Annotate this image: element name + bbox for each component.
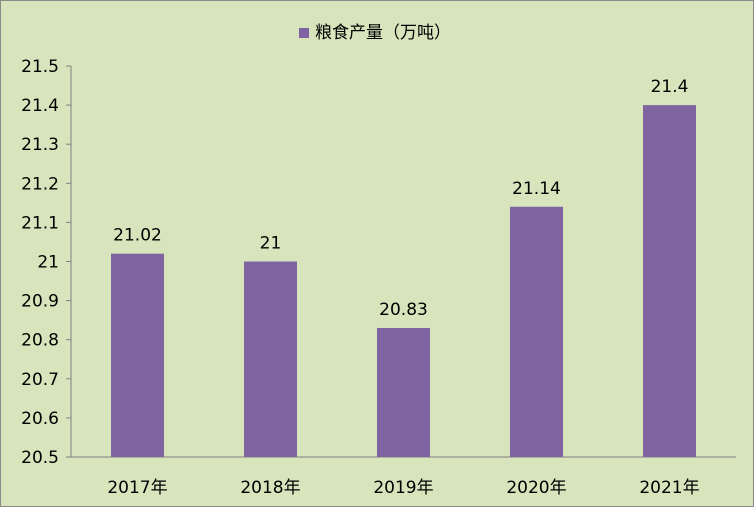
data-label: 21.02 xyxy=(113,226,162,246)
x-category-label: 2021年 xyxy=(639,478,699,498)
data-label: 21.14 xyxy=(512,179,561,199)
data-label: 20.83 xyxy=(379,300,428,320)
legend-label: 粮食产量（万吨） xyxy=(315,23,451,43)
y-tick-label: 20.9 xyxy=(21,292,59,312)
y-axis: 20.5 20.6 20.7 20.8 20.9 21 21.1 21.2 21.3 21.4 21… xyxy=(21,57,72,468)
y-tick-label: 21 xyxy=(37,253,59,273)
y-tick-label: 20.6 xyxy=(21,409,59,429)
bar xyxy=(510,206,563,457)
y-tick-label: 21.1 xyxy=(21,213,59,233)
y-tick-label: 20.7 xyxy=(21,370,59,390)
legend-swatch xyxy=(299,28,309,38)
data-labels: 21.02 21 20.83 21.14 21.4 xyxy=(113,77,688,320)
y-tick-label: 21.3 xyxy=(21,135,59,155)
legend: 粮食产量（万吨） xyxy=(299,23,451,43)
y-tick-label: 21.5 xyxy=(21,57,59,77)
x-category-label: 2019年 xyxy=(373,478,433,498)
bars xyxy=(111,105,696,457)
bar xyxy=(377,327,430,457)
x-axis: 2017年 2018年 2019年 2020年 2021年 xyxy=(71,456,736,498)
x-category-label: 2018年 xyxy=(240,478,300,498)
y-tick-label: 20.5 xyxy=(21,448,59,468)
y-tick-label: 21.4 xyxy=(21,96,59,116)
x-category-label: 2020年 xyxy=(506,478,566,498)
bar xyxy=(111,253,164,457)
bar xyxy=(244,261,297,457)
data-label: 21.4 xyxy=(651,77,689,97)
data-label: 21 xyxy=(260,234,282,254)
bar xyxy=(643,105,696,457)
y-tick-label: 20.8 xyxy=(21,331,59,351)
x-category-label: 2017年 xyxy=(107,478,167,498)
y-tick-label: 21.2 xyxy=(21,174,59,194)
